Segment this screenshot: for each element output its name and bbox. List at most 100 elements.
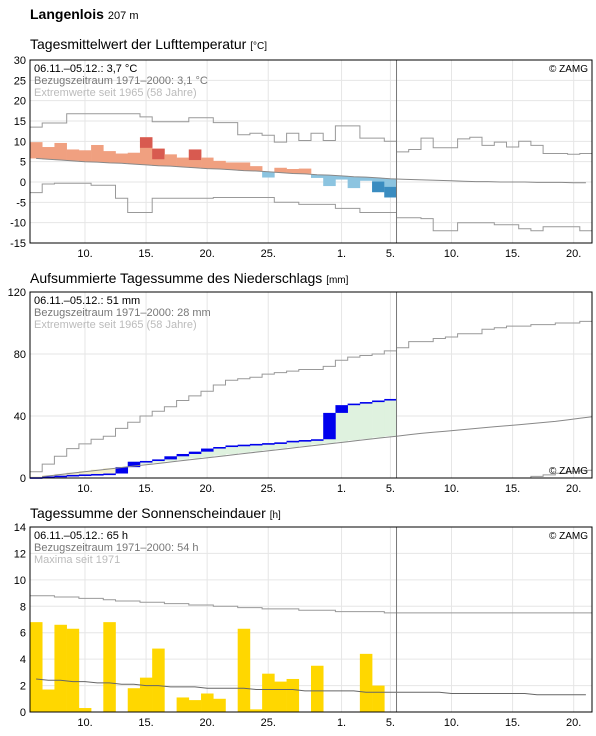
sunshine-bar [30,622,43,712]
precipitation-anomaly-fill [78,471,92,475]
sunshine-bar [262,673,275,712]
y-tick-label: 30 [14,55,26,67]
precipitation-daily-increment [139,460,153,463]
precipitation-daily-increment [176,453,190,457]
precipitation-chart-title: Aufsummierte Tagessumme des Niederschlag… [30,270,349,286]
sunshine-bar [359,653,373,712]
y-tick-label: 12 [14,548,26,560]
precipitation-anomaly-fill [188,451,202,459]
info-period-value: 06.11.–05.12.: 3,7 °C [34,63,137,75]
info-reference-value: Bezugszeitraum 1971–2000: 54 h [34,542,199,554]
sunshine-chart: 0 2 4 6 8 10 12 14 10. 15. 20. 25. 1. 5. 10. 15. 20. 06.1… [14,522,593,729]
x-tick-label: 20. [200,717,215,729]
y-tick-label: 4 [20,654,26,666]
x-tick-label: 10. [444,248,459,260]
temperature-anomaly-bar [201,157,214,169]
sunshine-bar [176,697,190,712]
temperature-anomaly-bar [42,147,55,160]
precipitation-anomaly-fill [286,440,300,448]
sunshine-unit: [h] [269,510,281,521]
x-tick-label: 15. [505,483,520,495]
precipitation-chart: 0 40 80 120 10. 15. 20. 25. 1. 5. 10. 15. 20. 06.11.–… [8,287,593,495]
temperature-anomaly-bar [237,162,251,171]
precipitation-daily-increment [335,405,348,413]
temperature-anomaly-bar [311,174,324,178]
temperature-anomaly-bar [359,177,373,181]
precipitation-daily-increment [78,474,92,477]
x-tick-label: 20. [200,483,215,495]
sunshine-bar [152,648,165,712]
precipitation-anomaly-fill [237,444,251,453]
x-tick-label: 5. [386,717,395,729]
temperature-chart: -15 -10 -5 0 5 10 15 20 25 30 10. 15. 20. 25. 1. 5. 10. 1… [10,55,593,260]
precipitation-daily-increment [42,476,55,479]
temperature-anomaly-bar [347,176,361,189]
precipitation-daily-increment [54,475,67,478]
y-tick-label: -15 [10,238,26,250]
precipitation-anomaly-fill [91,469,104,474]
temperature-anomaly-bar [78,150,92,162]
precipitation-daily-increment [213,447,226,449]
precipitation-daily-increment [152,459,165,461]
sunshine-bar [201,693,214,712]
precipitation-daily-increment [347,403,361,406]
precipitation-daily-increment [323,412,336,440]
temperature-anomaly-bar [286,168,300,174]
x-tick-label: 5. [386,248,395,260]
sunshine-bar [311,665,324,712]
precipitation-daily-increment [103,473,116,476]
station-name: Langenlois [30,6,104,22]
sunshine-maxima-line [30,595,592,614]
precipitation-anomaly-fill [359,402,373,439]
temperature-anomaly-bar [103,151,116,163]
temperature-strong-warm-bar [152,148,165,160]
temperature-strong-cold-bar [372,181,385,193]
info-extremes-note: Extremwerte seit 1965 (58 Jahre) [34,87,197,99]
precipitation-anomaly-fill [213,447,226,456]
x-tick-label: 10. [444,483,459,495]
x-tick-label: 10. [77,717,92,729]
precipitation-daily-increment [91,473,104,476]
info-period-value: 06.11.–05.12.: 51 mm [34,295,140,307]
precipitation-anomaly-fill [335,405,348,442]
precipitation-anomaly-fill [225,445,238,455]
y-tick-label: 20 [14,96,26,108]
temperature-normal-line [36,157,586,184]
y-tick-label: 2 [20,681,26,693]
temperature-anomaly-bar [115,153,129,164]
precipitation-daily-increment [262,443,275,445]
x-tick-label: 5. [386,483,395,495]
x-tick-label: 1. [337,483,346,495]
sunshine-bar [188,700,202,712]
temperature-anomaly-bar [127,152,141,165]
temperature-anomaly-bar [335,175,348,180]
info-period-value: 06.11.–05.12.: 65 h [34,530,128,542]
x-tick-label: 10. [77,483,92,495]
temperature-unit: [°C] [250,41,267,52]
y-tick-label: 0 [20,707,26,719]
precipitation-daily-increment [66,474,80,477]
precipitation-anomaly-fill [176,453,190,460]
precipitation-daily-increment [274,442,287,444]
temperature-anomaly-bar [30,142,43,159]
temperature-anomaly-bar [176,157,190,167]
sunshine-bar [249,709,263,712]
temperature-strong-cold-bar [384,186,397,198]
precipitation-daily-increment [359,402,373,404]
sunshine-bar [237,628,251,712]
y-tick-label: 0 [20,177,26,189]
x-tick-label: 15. [138,483,153,495]
info-reference-value: Bezugszeitraum 1971–2000: 28 mm [34,307,211,319]
temperature-strong-warm-bar [188,149,202,161]
precipitation-anomaly-fill [30,476,43,478]
copyright-label: © ZAMG [549,64,588,75]
sunshine-bar [372,685,385,712]
y-tick-label: 5 [20,157,26,169]
temperature-anomaly-bar [213,160,226,169]
y-tick-label: 6 [20,628,26,640]
copyright-label: © ZAMG [549,466,588,477]
y-tick-label: 10 [14,136,26,148]
temperature-anomaly-bar [66,149,80,161]
precipitation-daily-increment [115,467,129,474]
precipitation-daily-increment [384,398,397,401]
